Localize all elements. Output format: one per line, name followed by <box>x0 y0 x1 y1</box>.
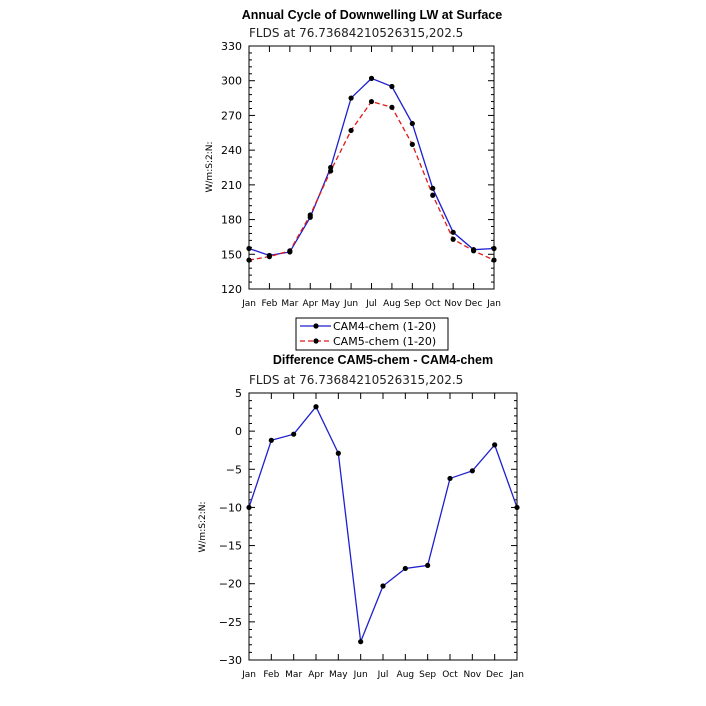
y-axis-label: W/m:S:2:N: <box>205 142 215 193</box>
y-tick-label: −20 <box>219 578 242 591</box>
series-1-point <box>307 212 313 218</box>
x-tick-label: Nov <box>464 670 482 680</box>
y-tick-label: 330 <box>221 40 242 53</box>
x-tick-label: Nov <box>444 299 462 309</box>
series-0-point <box>469 468 475 474</box>
series-0-point <box>348 95 354 101</box>
x-tick-label: Jan <box>241 299 256 309</box>
x-tick-label: Feb <box>263 670 279 680</box>
series-1-point <box>450 236 456 242</box>
x-tick-label: Dec <box>486 670 503 680</box>
y-tick-label: 240 <box>221 144 242 157</box>
legend-label-cam5: CAM5-chem (1-20) <box>333 335 436 348</box>
chart-subtitle: FLDS at 76.73684210526315,202.5 <box>249 373 463 387</box>
series-1-point <box>389 104 395 110</box>
series-0-point <box>380 583 386 589</box>
series-group <box>246 75 497 263</box>
series-1-point <box>368 98 375 105</box>
series-0-point <box>447 475 453 482</box>
x-tick-label: Jan <box>486 299 501 309</box>
x-tick-label: Jul <box>377 670 389 680</box>
series-0-point <box>402 565 408 572</box>
x-tick-label: Sep <box>404 299 421 309</box>
x-tick-label: Mar <box>281 299 298 309</box>
series-1-point <box>266 254 273 260</box>
series-1-point <box>287 248 293 254</box>
y-axis-label: W/m:S:2:N: <box>198 502 208 553</box>
series-0-point <box>430 185 436 191</box>
x-tick-label: Oct <box>442 670 458 680</box>
series-group <box>246 404 520 645</box>
x-tick-label: Jan <box>241 670 256 680</box>
y-tick-labels: −30 −25 −20 −15 −10 −5 0 5 <box>219 387 242 667</box>
chart-subtitle: FLDS at 76.73684210526315,202.5 <box>249 26 463 40</box>
x-tick-label: Aug <box>383 299 401 309</box>
series-0-point <box>335 450 341 456</box>
x-tick-label: Aug <box>397 670 415 680</box>
series-line-0 <box>248 77 495 257</box>
series-1-point <box>328 168 334 174</box>
legend-box <box>295 317 449 351</box>
plot-frame <box>248 392 518 661</box>
x-tick-label: Apr <box>302 299 318 309</box>
series-0-point <box>425 562 431 569</box>
x-tick-label: Oct <box>425 299 441 309</box>
x-tick-label: Jun <box>353 670 368 680</box>
tick-marks <box>248 392 518 661</box>
y-tick-label: −15 <box>219 540 242 553</box>
series-0-point <box>291 431 297 437</box>
y-tick-label: 210 <box>221 179 242 192</box>
x-tick-label: Jul <box>365 299 377 309</box>
x-tick-label: Feb <box>261 299 277 309</box>
series-1-point <box>470 248 477 254</box>
y-tick-label: 150 <box>221 248 242 261</box>
legend-marker-cam5 <box>313 338 319 344</box>
series-0-point <box>268 437 274 443</box>
x-tick-label: Dec <box>465 299 482 309</box>
x-tick-label: Apr <box>308 670 324 680</box>
chart-title: Annual Cycle of Downwelling LW at Surfac… <box>242 8 502 22</box>
x-tick-label: May <box>321 299 340 309</box>
legend-entry-cam5: CAM5-chem (1-20) <box>300 335 436 348</box>
series-0-point <box>389 83 395 90</box>
legend-entry-cam4: CAM4-chem (1-20) <box>300 320 436 333</box>
x-tick-label: Jun <box>343 299 358 309</box>
y-tick-label: 5 <box>235 387 242 400</box>
series-0-point <box>450 229 456 235</box>
legend-label-cam4: CAM4-chem (1-20) <box>333 320 436 333</box>
y-tick-label: 270 <box>221 109 242 122</box>
y-tick-label: −10 <box>219 501 242 514</box>
plot-frame <box>248 45 495 290</box>
y-tick-label: 180 <box>221 214 242 227</box>
panel-annual-cycle: Annual Cycle of Downwelling LW at Surfac… <box>205 8 502 309</box>
y-tick-label: −5 <box>226 463 242 476</box>
y-tick-label: 300 <box>221 75 242 88</box>
x-tick-labels: Jan Feb Mar Apr May Jun Jul Aug Sep Oct Nov Dec Jan <box>241 299 501 309</box>
y-tick-label: 120 <box>221 283 242 296</box>
series-0-point <box>358 639 364 645</box>
series-0-point <box>368 75 375 81</box>
chart-title: Difference CAM5-chem - CAM4-chem <box>273 353 493 367</box>
y-tick-label: −25 <box>219 616 242 629</box>
series-1-point <box>409 141 415 147</box>
y-tick-labels: 120 150 180 210 240 270 300 330 <box>221 40 242 296</box>
panel-difference: Difference CAM5-chem - CAM4-chem FLDS at… <box>198 353 524 680</box>
x-tick-label: Jan <box>509 670 524 680</box>
legend: CAM4-chem (1-20) CAM5-chem (1-20) <box>295 317 449 351</box>
series-0-point <box>313 404 319 410</box>
x-tick-label: Sep <box>419 670 436 680</box>
series-1-point <box>430 192 436 198</box>
y-tick-label: 0 <box>235 425 242 438</box>
x-tick-label: Mar <box>285 670 302 680</box>
series-0-point <box>492 442 498 448</box>
series-1-point <box>348 127 354 134</box>
series-0-point <box>409 120 415 127</box>
legend-marker-cam4 <box>313 323 319 329</box>
series-line-0 <box>248 405 518 642</box>
x-tick-label: May <box>329 670 348 680</box>
y-tick-label: −30 <box>219 654 242 667</box>
x-tick-labels: Jan Feb Mar Apr May Jun Jul Aug Sep Oct Nov Dec Jan <box>241 670 524 680</box>
